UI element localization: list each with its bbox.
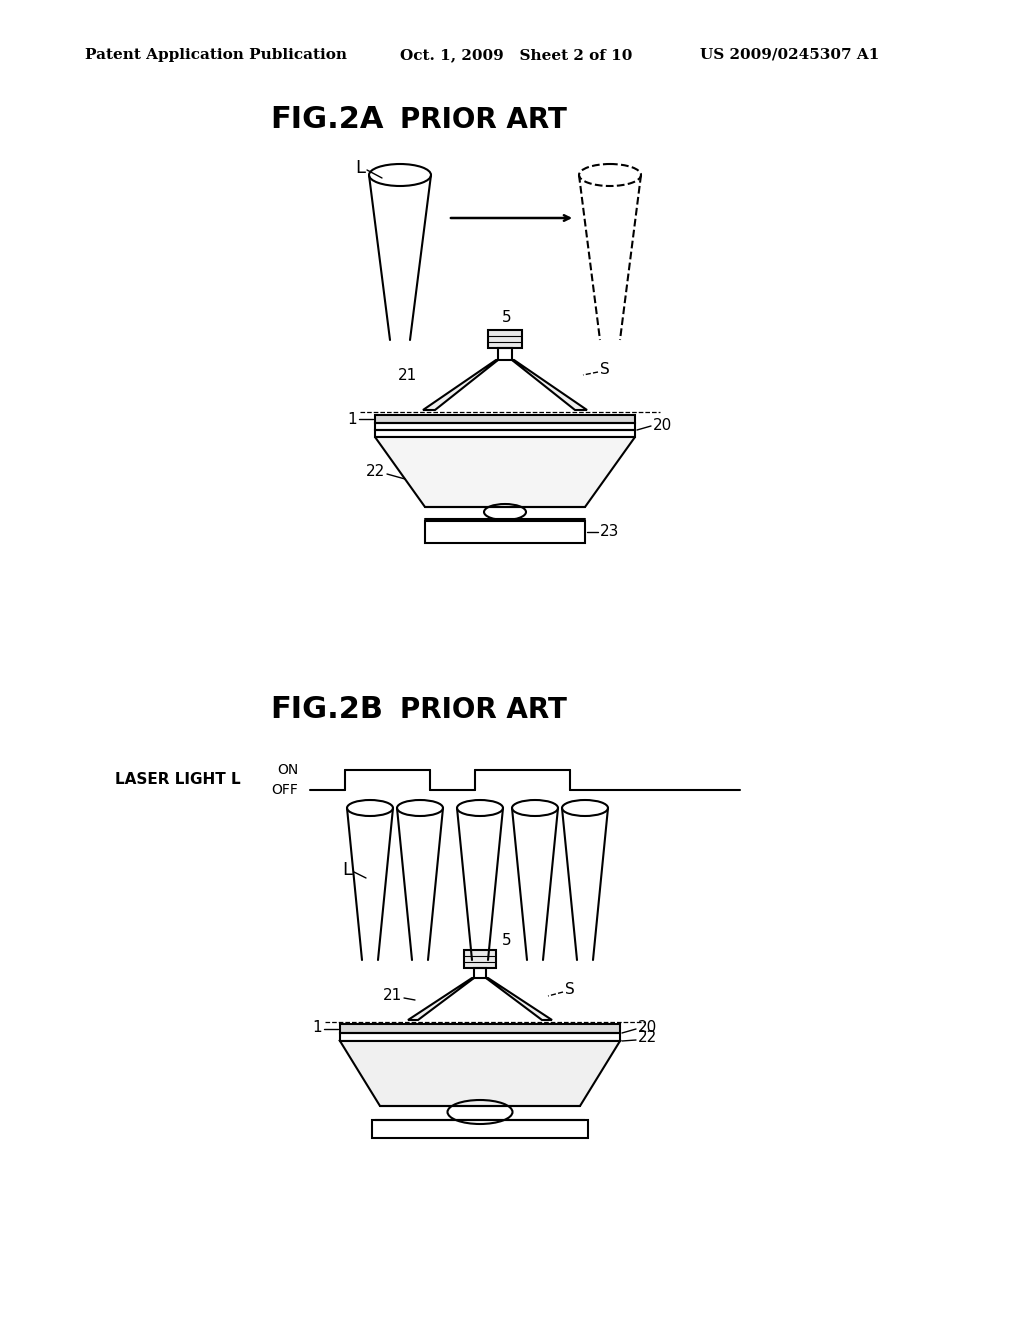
Text: 1: 1: [312, 1020, 322, 1035]
Text: S: S: [565, 982, 574, 998]
Polygon shape: [423, 360, 498, 411]
Polygon shape: [340, 1041, 620, 1106]
Text: 5: 5: [502, 933, 512, 948]
Bar: [375, 422, 635, 430]
Text: 21: 21: [383, 989, 402, 1003]
Bar: [488, 330, 522, 348]
Bar: [425, 521, 585, 543]
Text: 1: 1: [347, 412, 357, 426]
Bar: [498, 348, 512, 360]
Text: 20: 20: [638, 1020, 657, 1035]
Text: 21: 21: [397, 367, 417, 383]
Bar: [340, 1024, 620, 1034]
Text: PRIOR ART: PRIOR ART: [400, 106, 567, 135]
Text: 20: 20: [653, 418, 672, 433]
Bar: [372, 1119, 588, 1138]
Bar: [375, 430, 635, 437]
Bar: [474, 968, 486, 978]
Text: OFF: OFF: [271, 783, 298, 797]
Text: 22: 22: [366, 465, 385, 479]
Bar: [375, 414, 635, 422]
Text: Oct. 1, 2009   Sheet 2 of 10: Oct. 1, 2009 Sheet 2 of 10: [400, 48, 633, 62]
Text: Patent Application Publication: Patent Application Publication: [85, 48, 347, 62]
Text: S: S: [600, 363, 609, 378]
Text: 22: 22: [638, 1031, 657, 1045]
Text: US 2009/0245307 A1: US 2009/0245307 A1: [700, 48, 880, 62]
Polygon shape: [408, 978, 474, 1020]
Text: 5: 5: [502, 310, 512, 325]
Bar: [464, 950, 496, 968]
Polygon shape: [486, 978, 552, 1020]
Polygon shape: [375, 437, 635, 507]
Text: L: L: [342, 861, 352, 879]
Text: LASER LIGHT L: LASER LIGHT L: [115, 772, 241, 788]
Text: FIG.2A: FIG.2A: [270, 106, 384, 135]
Bar: [340, 1034, 620, 1041]
Text: 23: 23: [600, 524, 620, 540]
Text: FIG.2B: FIG.2B: [270, 696, 383, 725]
Text: L: L: [355, 158, 365, 177]
Text: PRIOR ART: PRIOR ART: [400, 696, 567, 723]
Text: ON: ON: [276, 763, 298, 777]
Polygon shape: [512, 360, 587, 411]
